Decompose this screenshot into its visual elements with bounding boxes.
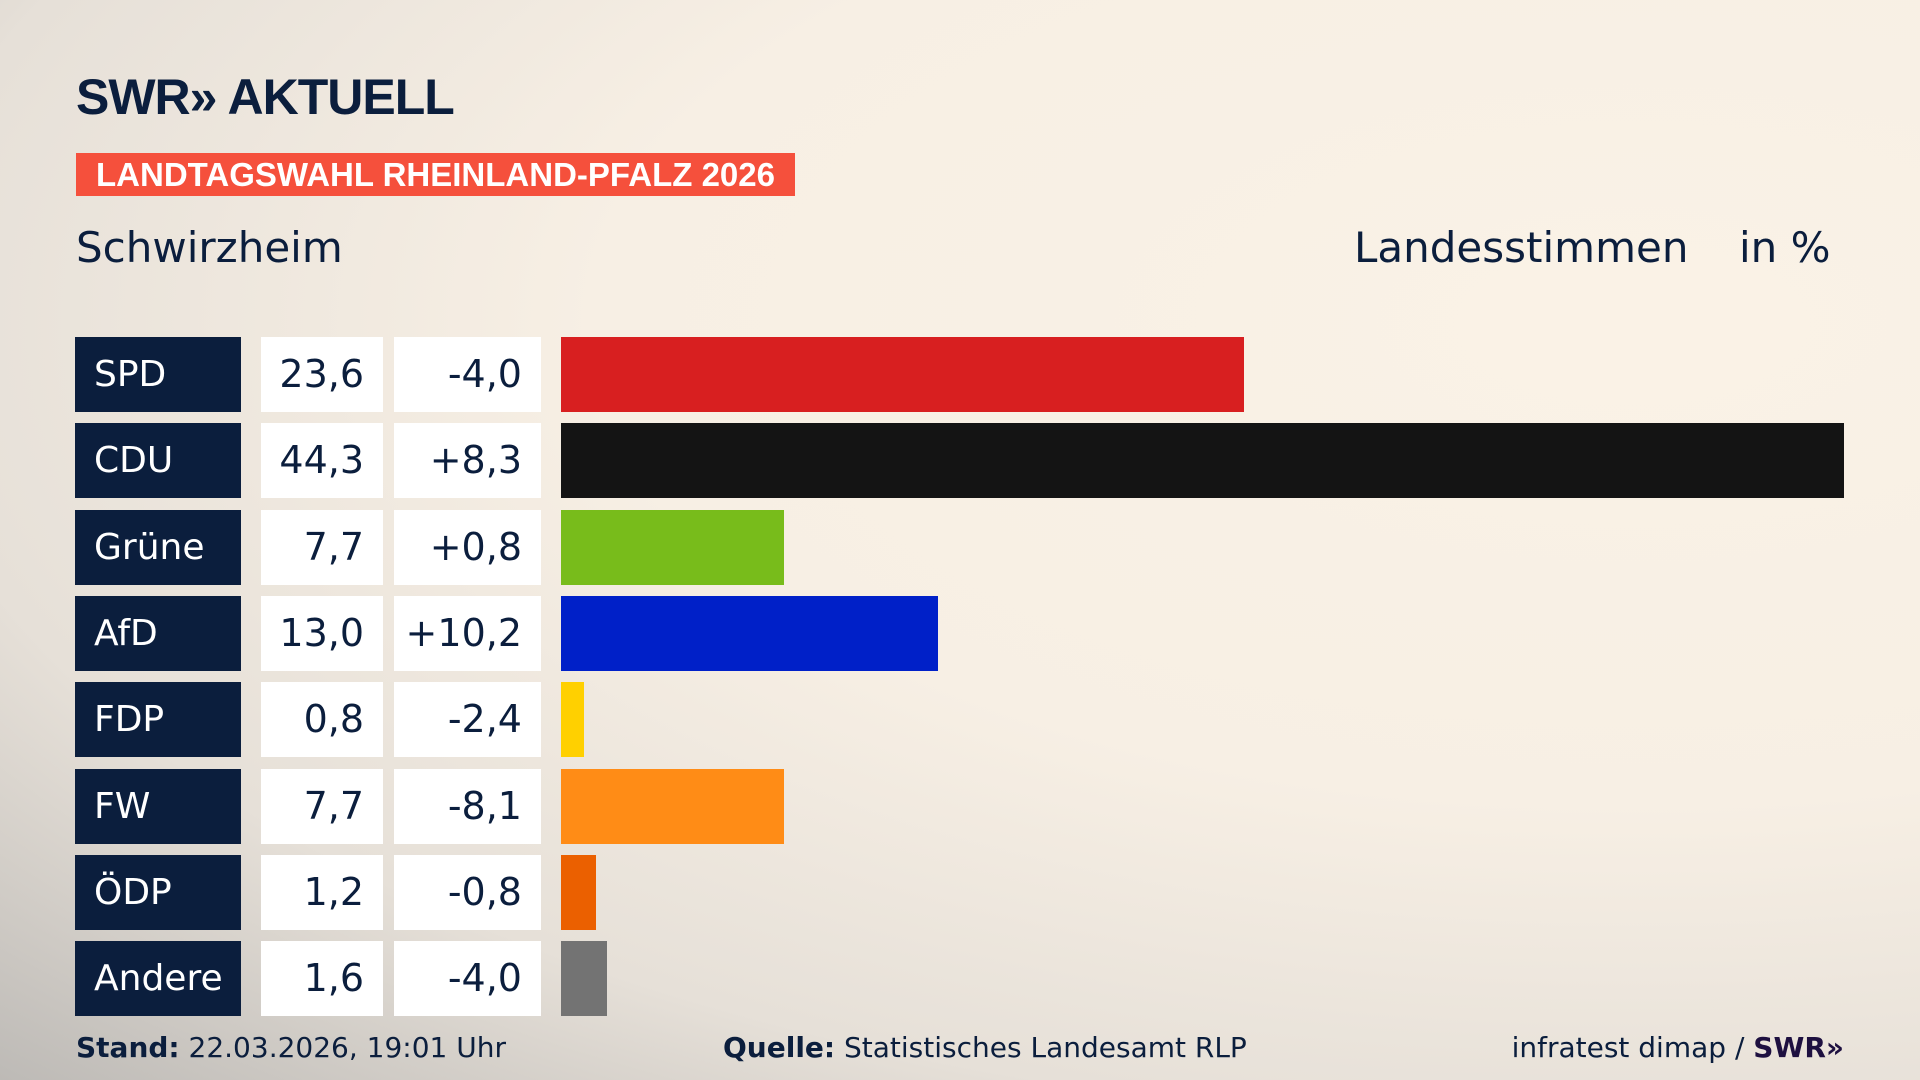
diff-label: +0,8	[394, 509, 541, 585]
bar-row: FW 7,7 -8,1	[0, 768, 1920, 844]
bar-row: Grüne 7,7 +0,8	[0, 509, 1920, 585]
party-label: Grüne	[75, 509, 241, 585]
credit: infratest dimap / SWR»	[1512, 1030, 1844, 1066]
diff-label: -4,0	[394, 941, 541, 1017]
party-label: FW	[75, 768, 241, 844]
value-label: 1,2	[261, 854, 383, 930]
value-label: 0,8	[261, 682, 383, 758]
party-label: CDU	[75, 423, 241, 499]
bar-row: FDP 0,8 -2,4	[0, 682, 1920, 758]
diff-label: -8,1	[394, 768, 541, 844]
party-label: AfD	[75, 595, 241, 671]
bar	[561, 595, 938, 671]
diff-label: -2,4	[394, 682, 541, 758]
diff-label: -0,8	[394, 854, 541, 930]
source-value: Statistisches Landesamt RLP	[844, 1031, 1247, 1064]
bar	[561, 854, 596, 930]
bar	[561, 337, 1245, 412]
unit-label: in %	[1739, 223, 1831, 272]
bar-row: SPD 23,6 -4,0	[0, 337, 1920, 412]
swr-aktuell-logo: SWR» AKTUELL	[76, 69, 455, 125]
source: Quelle: Statistisches Landesamt RLP	[723, 1030, 1247, 1066]
diff-label: -4,0	[394, 337, 541, 412]
stand-label: Stand:	[76, 1031, 180, 1064]
value-label: 7,7	[261, 768, 383, 844]
bar-row: ÖDP 1,2 -0,8	[0, 854, 1920, 930]
stand: Stand: 22.03.2026, 19:01 Uhr	[76, 1030, 506, 1066]
stand-value: 22.03.2026, 19:01 Uhr	[188, 1031, 506, 1064]
diff-label: +8,3	[394, 423, 541, 499]
measure-label: Landesstimmen	[1354, 223, 1689, 272]
value-label: 23,6	[261, 337, 383, 412]
value-label: 1,6	[261, 941, 383, 1017]
bar	[561, 941, 608, 1017]
party-label: SPD	[75, 337, 241, 412]
source-label: Quelle:	[723, 1031, 836, 1064]
party-label: ÖDP	[75, 854, 241, 930]
credit-text: infratest dimap /	[1511, 1031, 1745, 1064]
bar	[561, 682, 585, 758]
value-label: 7,7	[261, 509, 383, 585]
bar	[561, 423, 1844, 499]
bar	[561, 509, 784, 585]
bar-row: CDU 44,3 +8,3	[0, 423, 1920, 499]
bar	[561, 768, 784, 844]
value-label: 44,3	[261, 423, 383, 499]
bar-row: AfD 13,0 +10,2	[0, 595, 1920, 671]
bar-row: Andere 1,6 -4,0	[0, 941, 1920, 1017]
diff-label: +10,2	[394, 595, 541, 671]
value-label: 13,0	[261, 595, 383, 671]
party-label: Andere	[75, 941, 241, 1017]
place-title: Schwirzheim	[76, 223, 343, 272]
election-tag: LANDTAGSWAHL RHEINLAND-PFALZ 2026	[76, 153, 795, 196]
party-label: FDP	[75, 682, 241, 758]
swr-logo: SWR»	[1753, 1031, 1844, 1064]
